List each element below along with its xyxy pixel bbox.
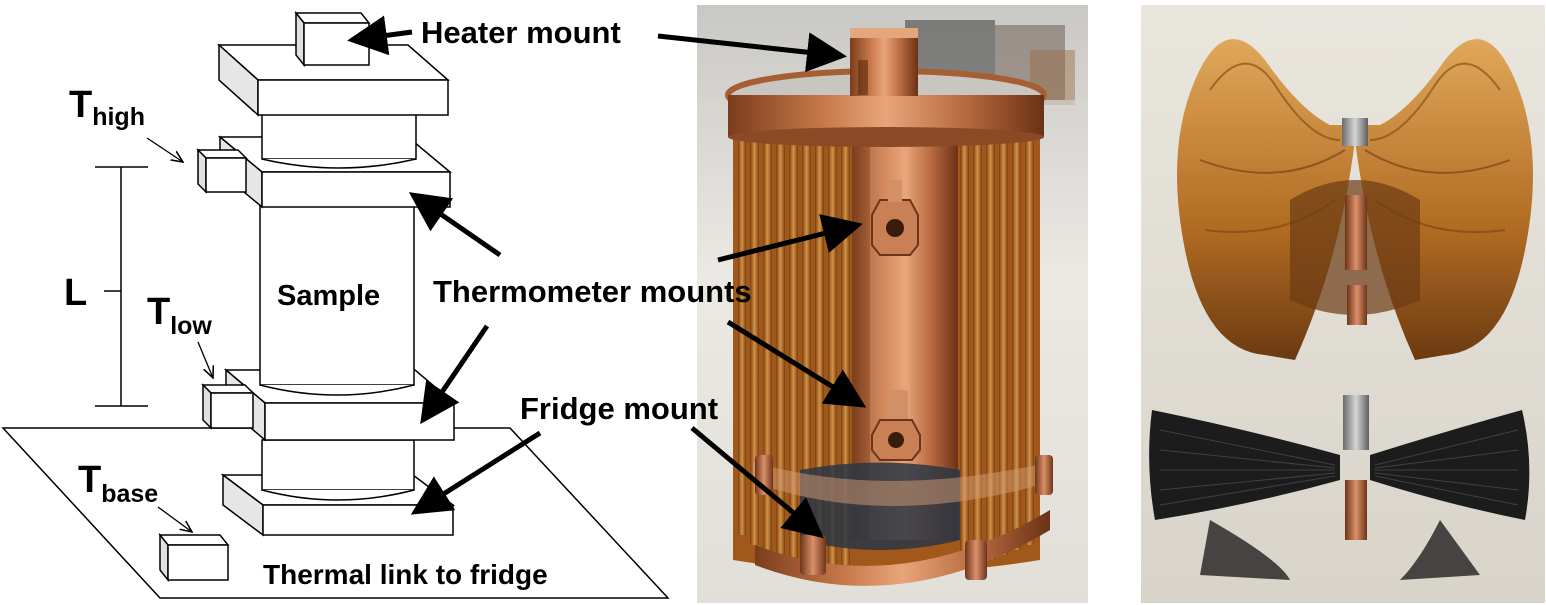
t-high-label: Thigh: [69, 84, 145, 131]
heater-mount-photo: [850, 28, 918, 96]
fridge-mount-label: Fridge mount: [520, 391, 718, 426]
thermometer-mount-lower: [871, 390, 921, 461]
t-high-main: T: [69, 84, 92, 126]
black-foil-fan: [1149, 395, 1530, 580]
fridge-mount-ring: [753, 455, 1053, 586]
kapton-fan: [1177, 39, 1533, 361]
thermometer-arrow-3: [717, 214, 863, 263]
length-dimension: [95, 166, 148, 407]
fridge-arrow-left: [410, 430, 542, 515]
thermometer-arrow-2: [420, 324, 490, 425]
t-low-pointer: [197, 341, 213, 378]
heater-mount-label: Heater mount: [421, 15, 621, 50]
heater-arrow-left: [347, 15, 413, 56]
sample-label: Sample: [277, 280, 380, 312]
fins-right: [960, 135, 1034, 565]
t-low-sub: low: [170, 312, 212, 340]
length-label: L: [64, 272, 87, 314]
t-base-label: Tbase: [78, 459, 158, 508]
t-base-pointer: [157, 506, 192, 532]
heater-arrow-right: [657, 32, 847, 73]
thermal-link-label: Thermal link to fridge: [263, 559, 548, 590]
fins-photo: [1141, 5, 1545, 603]
t-high-sub: high: [92, 103, 145, 131]
fridge-arrow-right: [690, 426, 824, 539]
t-high-pointer: [146, 137, 183, 162]
assembly-photo: [697, 5, 1088, 603]
t-base-sub: base: [101, 480, 158, 508]
sample-cylinder: [259, 204, 415, 396]
thermometer-arrow-4: [726, 319, 867, 408]
t-low-label: Tlow: [147, 291, 212, 340]
t-base-block: [158, 532, 230, 583]
thermometer-arrow-1: [408, 192, 502, 258]
thermometer-mount-upper: [871, 180, 919, 256]
lower-stub: [261, 439, 415, 501]
schematic: L Sample Thigh Tlow Tbase Thermal link t…: [1, 10, 670, 599]
thermometer-mounts-label: Thermometer mounts: [433, 274, 752, 309]
annotation-arrows: [347, 15, 867, 539]
t-base-main: T: [78, 459, 101, 501]
t-low-main: T: [147, 291, 170, 333]
upper-stub: [261, 111, 417, 169]
t-high-thermometer-block: [196, 148, 248, 194]
t-low-thermometer-block: [201, 383, 255, 430]
